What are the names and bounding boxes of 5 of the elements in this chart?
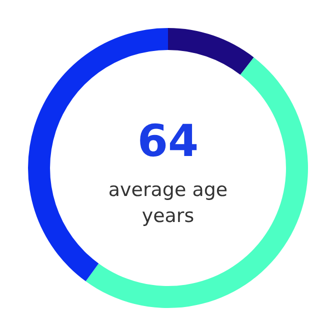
text: years (142, 205, 194, 227)
text: average age (108, 179, 228, 201)
donut-slice (86, 57, 308, 308)
text: 64 (137, 116, 199, 167)
donut-slice (168, 28, 254, 75)
